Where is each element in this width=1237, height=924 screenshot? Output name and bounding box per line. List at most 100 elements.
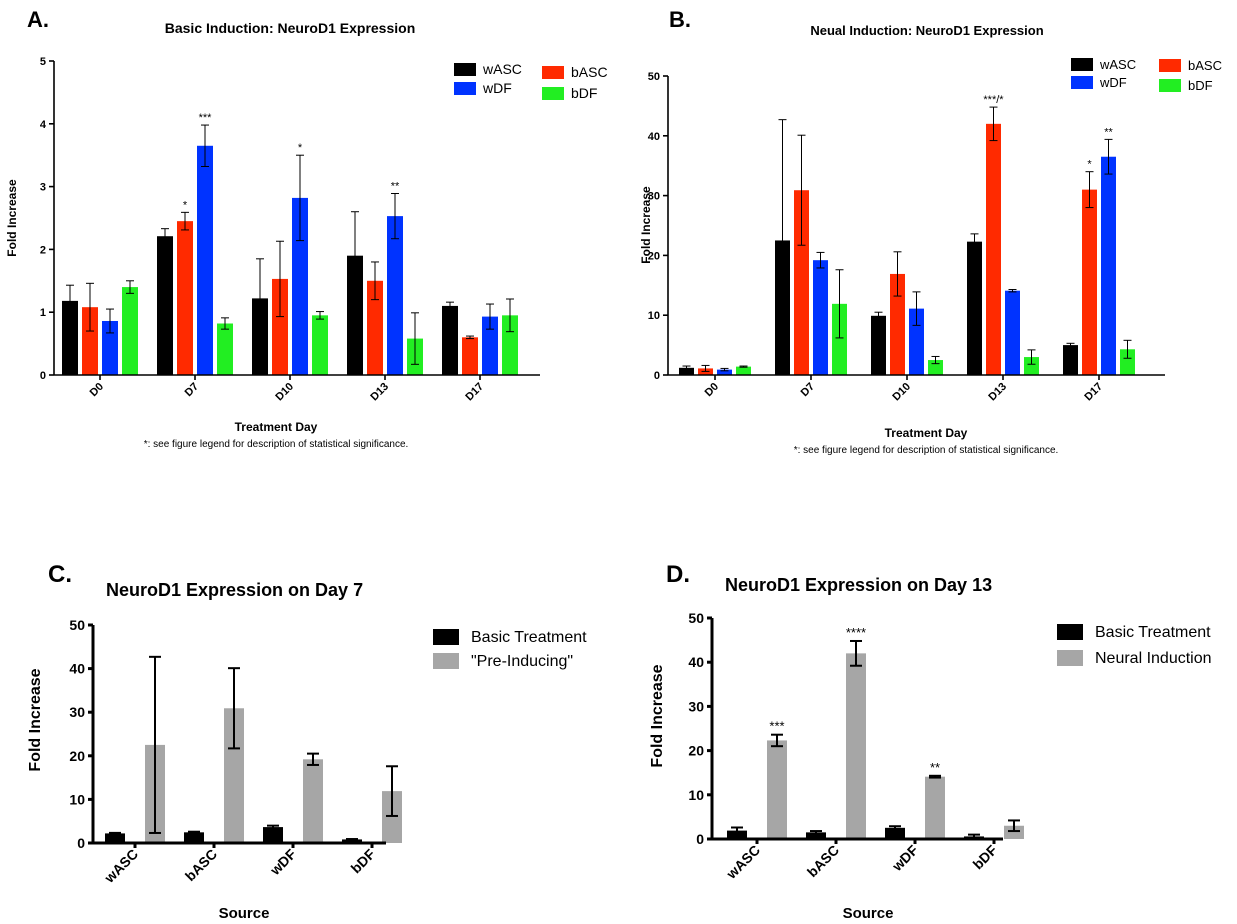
bar-bdf — [1120, 349, 1135, 375]
panel-label: D. — [666, 561, 690, 588]
bar-bdf — [1024, 357, 1039, 375]
y-tick-label: 30 — [69, 704, 85, 720]
bar-preinducing — [303, 759, 323, 843]
bar-basictreatment — [105, 833, 125, 843]
y-tick-label: 40 — [69, 661, 85, 677]
legend-label: bASC — [571, 64, 608, 80]
bar-basc — [462, 337, 478, 375]
bar-basc — [986, 123, 1001, 375]
bar-basictreatment — [727, 830, 747, 839]
significance-label: * — [183, 199, 188, 211]
significance-label: ** — [1104, 126, 1113, 138]
bar-basc — [272, 278, 288, 375]
bar-basc — [367, 280, 383, 375]
bar-neuralinduction — [767, 740, 787, 839]
bar-bdf — [122, 287, 138, 375]
significance-label: *** — [769, 719, 784, 734]
chart-title: NeuroD1 Expression on Day 7 — [106, 580, 363, 600]
legend-label: wDF — [482, 80, 512, 96]
y-tick-label: 30 — [688, 698, 704, 714]
footnote: *: see figure legend for description of … — [794, 445, 1059, 456]
x-tick-label: D13 — [368, 381, 391, 404]
bar-wdf — [387, 216, 403, 375]
chart-panel-2: B. Neual Induction: NeuroD1 Expression Fol… — [639, 7, 1222, 456]
bar-wdf — [102, 320, 118, 375]
bar-bdf — [502, 315, 518, 375]
legend-swatch — [542, 87, 564, 100]
chart-panel-3: C. NeuroD1 Expression on Day 7 Fold Increa… — [27, 561, 587, 922]
bar-wasc — [1063, 345, 1078, 375]
x-tick-label: D17 — [1082, 381, 1105, 404]
y-tick-label: 0 — [654, 370, 660, 382]
y-tick-label: 0 — [40, 370, 46, 382]
x-tick-label: bDF — [348, 845, 379, 876]
chart-panel-1: A. Basic Induction: NeuroD1 Expression Fol… — [5, 7, 608, 450]
legend-swatch — [1071, 58, 1093, 71]
bar-wdf — [1005, 290, 1020, 375]
bar-basc — [82, 307, 98, 375]
x-tick-label: D17 — [463, 381, 486, 404]
bar-bdf — [217, 323, 233, 375]
x-tick-label: D0 — [703, 381, 721, 399]
y-tick-label: 20 — [688, 743, 704, 759]
bar-basictreatment — [806, 832, 826, 839]
bar-basc — [794, 190, 809, 375]
legend-swatch — [1071, 76, 1093, 89]
y-tick-label: 50 — [69, 617, 85, 633]
bar-wdf — [813, 260, 828, 375]
bar-wasc — [347, 255, 363, 375]
bar-basictreatment — [184, 832, 204, 843]
x-tick-label: wASC — [722, 842, 763, 883]
y-tick-label: 2 — [40, 244, 46, 256]
x-tick-label: D13 — [986, 381, 1009, 404]
legend-label: "Pre-Inducing" — [471, 653, 573, 670]
legend-swatch — [1159, 59, 1181, 72]
bar-basictreatment — [342, 839, 362, 843]
footnote: *: see figure legend for description of … — [144, 439, 409, 450]
y-tick-label: 40 — [648, 131, 660, 143]
y-tick-label: 0 — [696, 831, 704, 847]
chart-title: Basic Induction: NeuroD1 Expression — [165, 20, 416, 36]
y-axis-label: Fold Increase — [27, 668, 44, 771]
significance-label: ***/* — [983, 94, 1004, 106]
significance-label: * — [298, 142, 303, 154]
x-tick-label: bDF — [970, 841, 1001, 872]
x-axis-label: Source — [219, 905, 270, 922]
y-tick-label: 5 — [40, 56, 46, 68]
y-tick-label: 0 — [77, 835, 85, 851]
x-tick-label: D0 — [88, 381, 106, 399]
bar-preinducing — [382, 791, 402, 843]
x-tick-label: D10 — [890, 381, 913, 404]
legend-swatch — [1057, 624, 1083, 640]
panel-label: B. — [669, 7, 691, 32]
x-tick-label: D7 — [799, 381, 817, 399]
legend-swatch — [542, 66, 564, 79]
y-axis-label: Fold Increase — [5, 179, 19, 257]
bar-basictreatment — [885, 827, 905, 839]
bar-wdf — [482, 316, 498, 375]
y-tick-label: 40 — [688, 654, 704, 670]
y-tick-label: 3 — [40, 182, 46, 194]
legend-swatch — [454, 63, 476, 76]
y-tick-label: 10 — [688, 787, 704, 803]
y-tick-label: 4 — [40, 119, 47, 131]
x-tick-label: bASC — [182, 846, 220, 884]
y-tick-label: 20 — [69, 748, 85, 764]
bar-wasc — [62, 300, 78, 375]
bar-wasc — [679, 367, 694, 375]
legend-label: wASC — [1099, 57, 1136, 72]
bar-basc — [1082, 189, 1097, 375]
y-tick-label: 50 — [648, 71, 660, 83]
bar-wdf — [197, 145, 213, 375]
legend-swatch — [1057, 650, 1083, 666]
bar-wasc — [967, 241, 982, 375]
bar-wasc — [871, 315, 886, 375]
significance-label: * — [1087, 159, 1092, 171]
significance-label: **** — [846, 625, 866, 640]
y-axis-label: Fold Increase — [639, 186, 653, 264]
y-tick-label: 50 — [688, 610, 704, 626]
bar-basictreatment — [263, 827, 283, 843]
y-tick-label: 10 — [69, 791, 85, 807]
legend-label: Basic Treatment — [471, 629, 587, 646]
bar-bdf — [312, 315, 328, 375]
